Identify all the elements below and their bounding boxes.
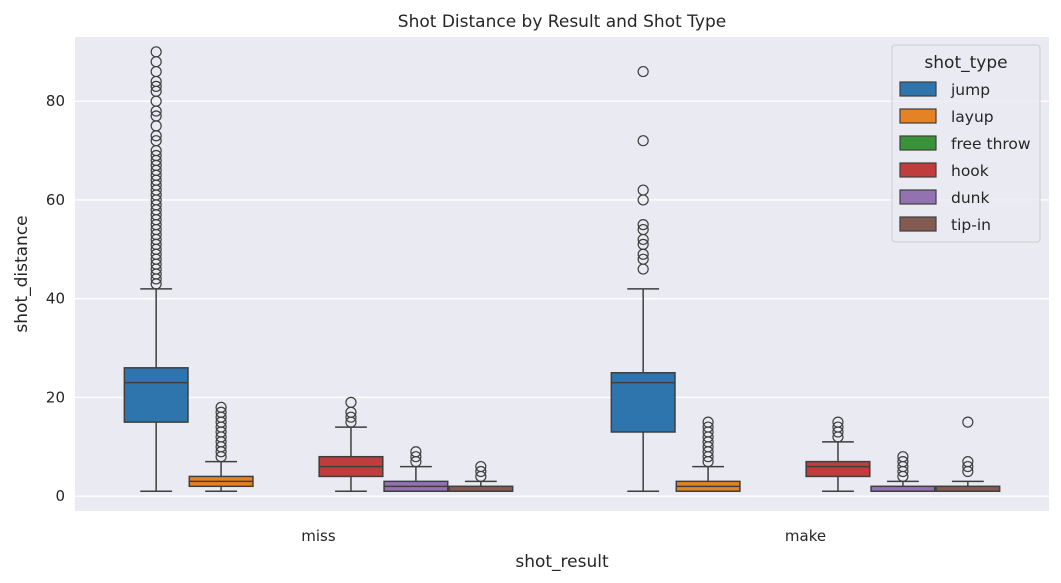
legend-swatch (899, 108, 937, 124)
y-tick-label: 0 (55, 487, 65, 505)
outlier-point (702, 416, 714, 428)
legend-swatch (899, 81, 937, 97)
outlier-point (962, 460, 974, 473)
outlier-point (345, 396, 357, 408)
legend-swatch (899, 135, 937, 151)
legend-label: jump (950, 81, 990, 99)
outlier-point (962, 456, 974, 468)
legend-item-hook: hook (899, 162, 989, 180)
legend-swatch (899, 216, 937, 232)
grid-lines (75, 100, 1049, 497)
box-dunk-miss (383, 446, 449, 492)
outlier-point (637, 219, 649, 231)
x-axis-ticks: miss make (301, 527, 826, 545)
y-tick-label: 80 (46, 92, 65, 110)
box-iqr (805, 460, 871, 478)
box-jump-make (610, 65, 676, 492)
outlier-point (410, 451, 422, 463)
outlier-point (215, 401, 227, 413)
legend-item-dunk: dunk (899, 189, 989, 207)
outlier-point (832, 421, 844, 433)
box-jump-miss (123, 46, 189, 492)
box-layup-miss (188, 401, 254, 492)
box-iqr (610, 372, 676, 433)
y-tick-label: 20 (46, 388, 65, 406)
outlier-point (150, 110, 162, 122)
legend-label: hook (951, 162, 989, 180)
outlier-point (637, 135, 649, 147)
outlier-point (832, 416, 844, 428)
legend-label: dunk (951, 189, 989, 207)
legend-label: free throw (951, 135, 1031, 153)
outlier-point (215, 406, 227, 418)
box-dunk-make (870, 451, 936, 492)
y-tick-label: 40 (46, 290, 65, 308)
legend-swatch (899, 189, 937, 205)
outlier-point (702, 421, 714, 433)
box-iqr (123, 367, 189, 423)
legend-title: shot_type (924, 53, 1007, 73)
outlier-point (150, 46, 162, 58)
outlier-point (150, 149, 162, 162)
y-axis-label: shot_distance (12, 215, 32, 332)
outlier-point (345, 411, 357, 423)
outlier-point (637, 184, 649, 196)
legend-swatch (899, 162, 937, 178)
outlier-point (475, 465, 487, 478)
legend-item-jump: jump (899, 81, 990, 99)
outlier-point (150, 135, 162, 147)
outlier-point (897, 451, 909, 463)
outlier-point (150, 80, 162, 92)
box-hook-miss (318, 396, 384, 492)
x-tick-label: miss (301, 527, 336, 545)
legend-item-layup: layup (899, 108, 994, 126)
outlier-point (637, 238, 649, 250)
box-hook-make (805, 416, 871, 492)
legend-item-free-throw: free throw (899, 135, 1031, 153)
outlier-point (637, 223, 649, 236)
x-axis-label: shot_result (515, 552, 609, 572)
y-tick-label: 60 (46, 191, 65, 209)
box-series (123, 46, 1001, 492)
y-axis-ticks: 0 20 40 60 80 (46, 92, 65, 505)
legend-label: tip-in (951, 216, 991, 234)
box-tip-in-make (935, 416, 1001, 492)
outlier-point (637, 253, 649, 265)
outlier-point (897, 456, 909, 468)
box-layup-make (675, 416, 741, 492)
outlier-point (962, 416, 974, 428)
legend-item-tip-in: tip-in (899, 216, 991, 234)
outlier-point (475, 460, 487, 473)
outlier-point (637, 65, 649, 78)
plot-area (75, 37, 1049, 511)
box-tip-in-miss (448, 460, 514, 492)
legend-label: layup (951, 108, 994, 126)
x-tick-label: make (785, 527, 826, 545)
legend: shot_type jump layup free throw hook dunk tip… (891, 44, 1041, 243)
outlier-point (410, 446, 422, 458)
chart-title: Shot Distance by Result and Shot Type (398, 12, 726, 32)
